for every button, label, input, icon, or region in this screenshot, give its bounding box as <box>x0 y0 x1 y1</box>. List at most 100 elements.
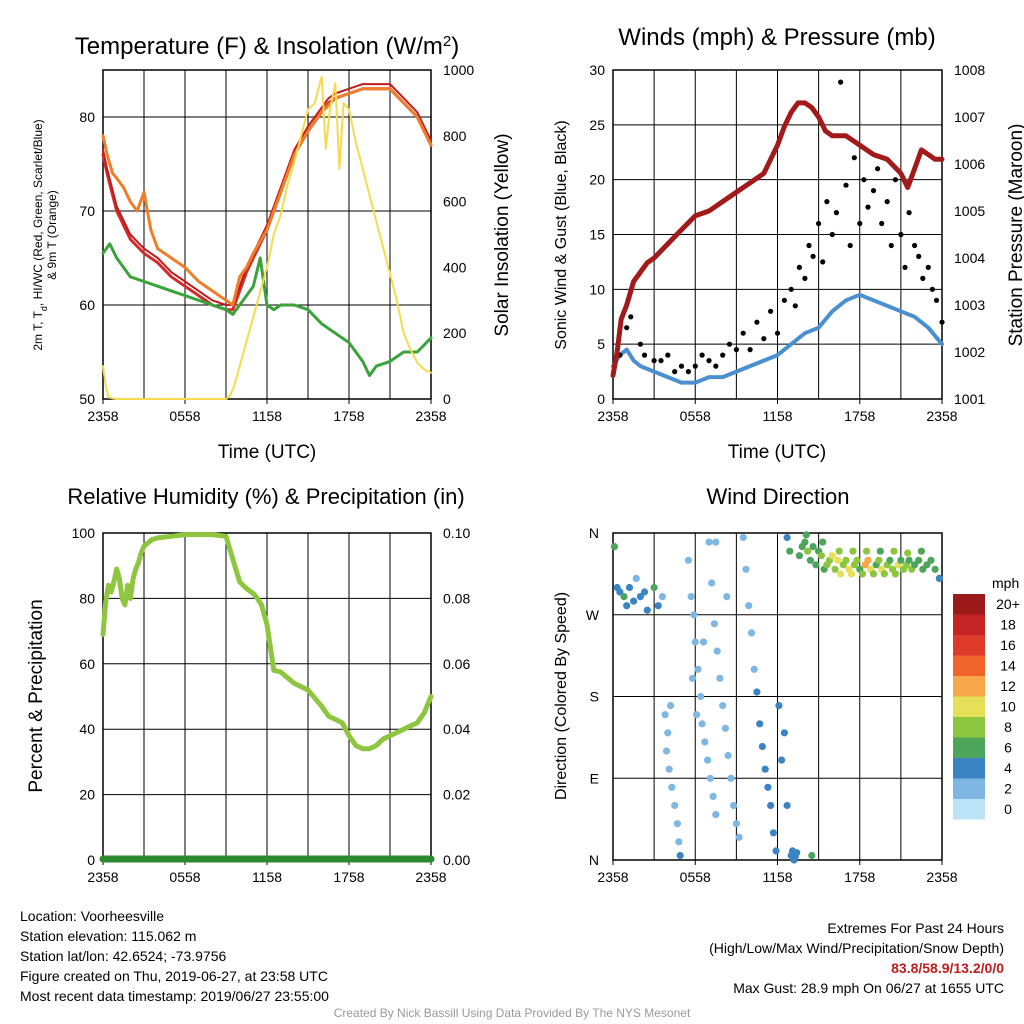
legend-label: 14 <box>1000 658 1016 674</box>
humidity-ytick-label: 80 <box>79 590 95 606</box>
temperature-ytick-label: 80 <box>79 109 95 125</box>
direction-point <box>705 538 713 546</box>
winds-ytick-label: 10 <box>589 281 605 297</box>
direction-point <box>842 556 850 564</box>
direction-point <box>661 711 669 719</box>
winds-gust-point <box>692 363 698 369</box>
winds-gust-point <box>820 259 826 265</box>
winds-gust-point <box>857 220 863 227</box>
direction-point <box>831 565 839 573</box>
winds-gust-point <box>912 242 918 249</box>
legend-label: 6 <box>1004 740 1012 756</box>
direction-point <box>623 602 631 610</box>
temperature-ylabel-line2: & 9m T (Orange) <box>45 190 59 280</box>
humidity-y2tick-label: 0.04 <box>443 721 470 737</box>
direction-point <box>727 774 735 782</box>
winds-gust-point <box>628 314 634 320</box>
humidity-axes: 2358 0558 1158 1758 23580204060801000.000.02… <box>72 525 471 885</box>
winds-gust-point <box>641 352 648 358</box>
elevation-text: Station elevation: 115.062 m <box>20 928 197 944</box>
temperature-y2tick-label: 600 <box>443 194 467 210</box>
winds-xtick-label: 1758 <box>844 408 875 424</box>
humidity-ytick-label: 0 <box>87 852 95 868</box>
direction-point <box>693 711 701 719</box>
direction-point <box>610 543 619 551</box>
winds-axes: 2358 0558 1158 1758 235805101520253010011002… <box>589 62 985 424</box>
direction-point <box>834 556 842 564</box>
humidity-ylabel: Percent & Precipitation <box>26 599 47 792</box>
latlon-text: Station lat/lon: 42.6524; -73.9756 <box>20 948 227 964</box>
direction-point <box>780 729 789 737</box>
temperature-series-line <box>101 87 433 307</box>
humidity-ytick-label: 60 <box>79 656 95 672</box>
direction-xtick-label: 0558 <box>680 869 711 885</box>
winds-xtick-label: 0558 <box>680 408 711 424</box>
temperature-ytick-label: 70 <box>79 203 95 219</box>
direction-point <box>643 606 651 614</box>
direction-point <box>687 593 695 601</box>
direction-point <box>742 565 750 573</box>
extremes-title: Extremes For Past 24 Hours <box>827 920 1004 936</box>
winds-gust-point <box>747 347 753 353</box>
winds-gust-point <box>685 369 692 375</box>
temperature-ylabel: 2m T, Td, HI/WC (Red, Green, Scarlet/Blu… <box>31 119 49 350</box>
direction-xtick-label: 2358 <box>597 869 628 885</box>
winds-gust-point <box>706 358 712 364</box>
winds-gust-point <box>768 308 774 314</box>
winds-gust-point <box>898 231 904 238</box>
direction-point <box>732 820 741 828</box>
direction-point <box>697 692 705 701</box>
direction-point <box>802 531 810 539</box>
winds-gust-point <box>902 264 908 270</box>
temperature-xtick-label: 1758 <box>333 408 364 424</box>
winds-sonic-wind-line <box>611 292 944 385</box>
direction-point <box>812 561 820 569</box>
temperature-ytick-label: 50 <box>79 391 95 407</box>
winds-gust-point <box>906 210 912 216</box>
direction-point <box>708 579 716 587</box>
temperature-axes: 2358 0558 1158 1758 235850607080020040060080… <box>79 62 474 424</box>
direction-point <box>719 702 727 710</box>
direction-point <box>819 538 827 546</box>
winds-gust-point <box>637 341 644 347</box>
winds-ytick-label: 30 <box>589 62 605 78</box>
legend-swatch <box>953 717 985 738</box>
direction-point <box>673 820 682 828</box>
direction-ytick-label: S <box>590 689 599 705</box>
direction-point <box>927 556 935 564</box>
direction-point <box>853 556 861 564</box>
winds-y2tick-label: 1001 <box>954 391 985 407</box>
winds-gust-point <box>892 177 899 183</box>
humidity-y2tick-label: 0.08 <box>443 590 470 606</box>
direction-point <box>630 597 638 605</box>
humidity-xtick-label: 2358 <box>415 869 446 885</box>
direction-point <box>721 724 730 732</box>
direction-point <box>675 838 683 846</box>
temperature-xtick-label: 0558 <box>169 408 200 424</box>
direction-point <box>668 783 676 791</box>
direction-point <box>671 801 679 810</box>
direction-point <box>758 742 767 751</box>
station-info: Location: Voorheesville Station elevatio… <box>20 906 329 1006</box>
winds-gust-point <box>796 264 803 270</box>
winds-gust-point <box>875 166 881 172</box>
direction-point <box>915 556 923 564</box>
direction-point <box>764 783 772 791</box>
direction-point <box>724 751 732 760</box>
winds-gust-point <box>816 220 822 227</box>
direction-point <box>849 547 857 555</box>
winds-ytick-label: 0 <box>597 391 605 407</box>
winds-gust-point <box>665 352 671 358</box>
direction-point <box>716 674 724 682</box>
winds-gust-point <box>833 210 840 216</box>
direction-point <box>750 665 758 673</box>
direction-point <box>684 556 693 564</box>
winds-gust-point <box>843 182 849 188</box>
winds-y2tick-label: 1005 <box>954 203 985 219</box>
winds-gust-point <box>781 297 788 303</box>
humidity-xtick-label: 2358 <box>87 869 118 885</box>
direction-point <box>667 702 675 710</box>
temperature-ytick-label: 60 <box>79 297 95 313</box>
direction-point <box>769 829 778 837</box>
